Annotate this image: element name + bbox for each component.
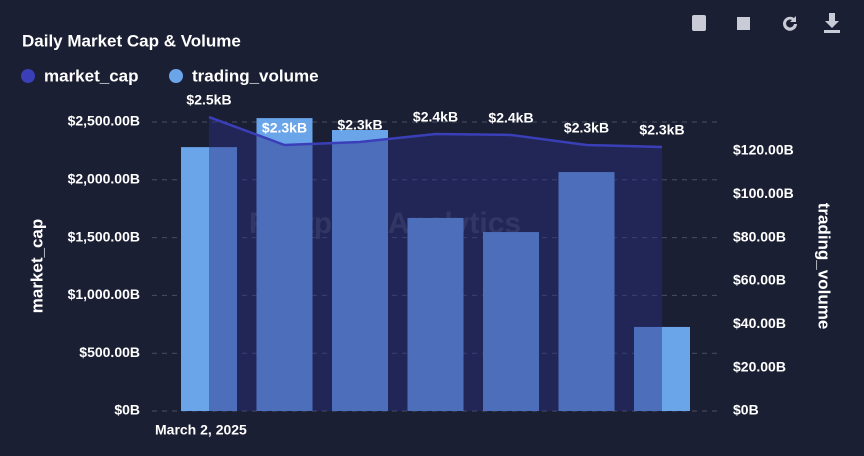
y-tick-label: $1,500.00B [68, 228, 140, 244]
icon-data[interactable] [692, 15, 706, 31]
y-tick-label: $500.00B [79, 344, 140, 360]
y-tick-label: $0B [114, 402, 140, 418]
bar [483, 232, 539, 411]
y2-tick-label: $40.00B [733, 315, 786, 331]
toolbar [692, 13, 840, 33]
y2-axis-label: trading_volume [815, 203, 834, 330]
x-tick-label: March 2, 2025 [155, 422, 247, 438]
bar [332, 130, 388, 411]
data-label: $2.3kB [639, 122, 684, 138]
data-label: $2.3kB [337, 117, 382, 133]
legend-label: market_cap [44, 66, 139, 85]
icon-download[interactable] [824, 13, 840, 33]
y-axis-label: market_cap [27, 219, 46, 314]
y2-tick-label: $20.00B [733, 358, 786, 374]
data-label: $2.5kB [186, 92, 231, 108]
y2-tick-label: $60.00B [733, 272, 786, 288]
legend-marker [169, 69, 183, 83]
y-tick-label: $2,500.00B [68, 113, 140, 129]
data-label: $2.4kB [488, 110, 533, 126]
data-label: $2.3kB [262, 120, 307, 136]
y2-tick-label: $0B [733, 402, 759, 418]
y-tick-label: $2,000.00B [68, 171, 140, 187]
y2-tick-label: $120.00B [733, 142, 794, 158]
bar [407, 217, 464, 411]
y-tick-label: $1,000.00B [68, 286, 140, 302]
data-label: $2.3kB [564, 120, 609, 136]
y2-tick-label: $80.00B [733, 228, 786, 244]
bar [181, 147, 237, 411]
bar [256, 118, 313, 411]
icon-copy[interactable] [737, 17, 750, 30]
legend-label: trading_volume [192, 66, 319, 85]
data-label: $2.4kB [413, 109, 458, 125]
line [208, 115, 663, 149]
legend-marker [21, 69, 35, 83]
bar [558, 172, 615, 411]
bar [634, 326, 690, 411]
icon-refresh[interactable] [783, 16, 797, 31]
y2-tick-label: $100.00B [733, 185, 794, 201]
chart-title: Daily Market Cap & Volume [22, 31, 241, 50]
area [209, 117, 662, 411]
